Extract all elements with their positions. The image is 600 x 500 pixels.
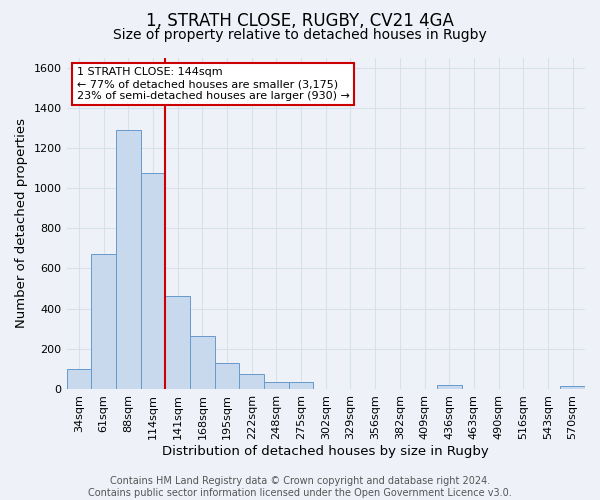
Bar xyxy=(165,296,190,389)
Bar xyxy=(116,130,140,389)
Text: 1, STRATH CLOSE, RUGBY, CV21 4GA: 1, STRATH CLOSE, RUGBY, CV21 4GA xyxy=(146,12,454,30)
Bar xyxy=(215,363,239,389)
Y-axis label: Number of detached properties: Number of detached properties xyxy=(15,118,28,328)
Bar xyxy=(289,382,313,389)
Bar xyxy=(67,369,91,389)
Bar xyxy=(560,386,585,389)
Text: Contains HM Land Registry data © Crown copyright and database right 2024.
Contai: Contains HM Land Registry data © Crown c… xyxy=(88,476,512,498)
Bar xyxy=(190,336,215,389)
Bar xyxy=(239,374,264,389)
X-axis label: Distribution of detached houses by size in Rugby: Distribution of detached houses by size … xyxy=(163,444,489,458)
Text: Size of property relative to detached houses in Rugby: Size of property relative to detached ho… xyxy=(113,28,487,42)
Text: 1 STRATH CLOSE: 144sqm
← 77% of detached houses are smaller (3,175)
23% of semi-: 1 STRATH CLOSE: 144sqm ← 77% of detached… xyxy=(77,68,350,100)
Bar xyxy=(91,254,116,389)
Bar xyxy=(140,173,165,389)
Bar xyxy=(437,385,461,389)
Bar xyxy=(264,382,289,389)
